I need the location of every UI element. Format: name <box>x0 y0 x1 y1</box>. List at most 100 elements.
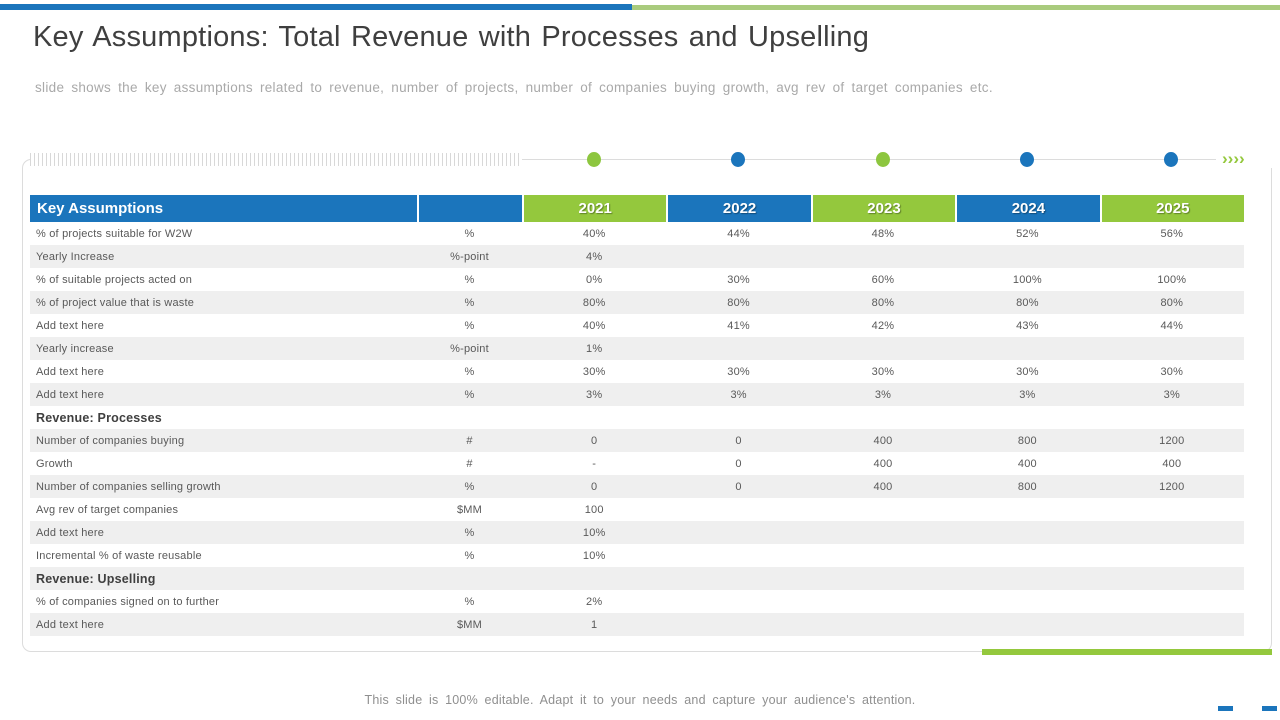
year-header-2021: 2021 <box>522 195 667 222</box>
row-value-2023 <box>811 613 955 636</box>
row-value-2024 <box>955 245 1099 268</box>
row-value-2023: 30% <box>871 365 895 378</box>
row-label: Number of companies buying <box>36 434 185 447</box>
row-unit: $MM <box>456 503 483 516</box>
section-label: Revenue: Upselling <box>36 571 156 586</box>
row-value-2022 <box>666 613 810 636</box>
row-value-2021: - <box>592 457 597 470</box>
row-value-2023 <box>811 590 955 613</box>
row-value-2021: 4% <box>586 250 603 263</box>
table-row: Add text here $MM 1 <box>30 613 1244 636</box>
row-value-2023: 400 <box>873 457 893 470</box>
row-value-2024: 400 <box>1017 457 1037 470</box>
row-value-2025: 80% <box>1160 296 1184 309</box>
row-unit: %-point <box>450 250 489 263</box>
row-value-2022: 0 <box>735 457 742 470</box>
row-value-2023: 3% <box>874 388 892 401</box>
row-value-2023 <box>811 521 955 544</box>
row-value-2021: 30% <box>582 365 606 378</box>
table-row: Add text here% 30% 30% 30% 30% 30% <box>30 360 1244 383</box>
row-label: Avg rev of target companies <box>36 503 179 516</box>
year-header-2024: 2024 <box>955 195 1100 222</box>
row-value-2025: 44% <box>1160 319 1184 332</box>
row-unit: % <box>464 296 475 309</box>
timeline-dot-blue <box>1020 152 1034 167</box>
row-value-2022 <box>666 337 810 360</box>
row-value-2025: 3% <box>1163 388 1180 401</box>
ruler-hatch-strip <box>30 153 522 166</box>
row-value-2022 <box>666 245 810 268</box>
row-value-2022: 41% <box>727 319 750 332</box>
table-row: % of projects suitable for W2W% 40% 44% 48%… <box>30 222 1244 245</box>
row-value-2023 <box>811 498 955 521</box>
row-value-2023: 42% <box>871 319 895 332</box>
table-row: Number of companies selling growth% 0 0 400… <box>30 475 1244 498</box>
top-accent-bar-green <box>632 5 1280 10</box>
row-label: Add text here <box>36 365 105 378</box>
table-body: % of projects suitable for W2W% 40% 44% 48%… <box>30 222 1244 636</box>
row-value-2025: 400 <box>1162 457 1182 470</box>
row-value-2025 <box>1100 521 1244 544</box>
row-value-2025: 1200 <box>1159 434 1185 447</box>
row-unit: # <box>466 434 473 447</box>
row-value-2023 <box>811 544 955 567</box>
row-label: Incremental % of waste reusable <box>36 549 202 562</box>
row-value-2024: 30% <box>1016 365 1039 378</box>
row-value-2022: 80% <box>727 296 750 309</box>
row-value-2023 <box>811 337 955 360</box>
row-value-2021: 0 <box>591 480 598 493</box>
row-label: Add text here <box>36 618 105 631</box>
row-value-2022 <box>666 498 810 521</box>
row-value-2022: 30% <box>727 365 750 378</box>
section-row: Revenue: Processes <box>30 406 1244 429</box>
row-value-2022: 44% <box>727 227 750 240</box>
row-value-2021: 3% <box>586 388 603 401</box>
table-row: Add text here% 3% 3% 3% 3% 3% <box>30 383 1244 406</box>
row-value-2022 <box>666 521 810 544</box>
row-value-2023: 80% <box>871 296 895 309</box>
timeline-dot-green <box>587 152 601 167</box>
row-value-2021: 10% <box>582 549 606 562</box>
row-value-2021: 40% <box>582 319 606 332</box>
row-value-2024: 43% <box>1016 319 1039 332</box>
row-value-2024 <box>955 544 1099 567</box>
row-label: Yearly increase <box>36 342 114 355</box>
row-unit: % <box>464 365 475 378</box>
row-value-2021: 0% <box>586 273 603 286</box>
year-header-2022: 2022 <box>666 195 811 222</box>
row-value-2022 <box>666 544 810 567</box>
row-label: Add text here <box>36 319 105 332</box>
table-row: Add text here% 40% 41% 42% 43% 44% <box>30 314 1244 337</box>
page-title: Key Assumptions: Total Revenue with Proc… <box>33 21 870 53</box>
row-value-2024 <box>955 337 1099 360</box>
table-row: % of suitable projects acted on% 0% 30% 60%… <box>30 268 1244 291</box>
table-row: Add text here% 10% <box>30 521 1244 544</box>
row-label: % of project value that is waste <box>36 296 195 309</box>
row-value-2025 <box>1100 544 1244 567</box>
corner-dash-icon <box>1218 706 1233 711</box>
row-unit: % <box>464 319 475 332</box>
row-value-2025 <box>1100 245 1244 268</box>
row-label: Add text here <box>36 388 105 401</box>
row-value-2024 <box>955 590 1099 613</box>
row-value-2024 <box>955 613 1099 636</box>
table-row: % of project value that is waste% 80% 80% 8… <box>30 291 1244 314</box>
row-value-2023: 400 <box>873 480 893 493</box>
row-value-2024: 800 <box>1017 480 1037 493</box>
year-header-2023: 2023 <box>810 195 956 222</box>
row-value-2025 <box>1100 613 1244 636</box>
row-value-2022: 0 <box>735 480 742 493</box>
page-subtitle: slide shows the key assumptions related … <box>35 80 993 95</box>
row-value-2024: 52% <box>1016 227 1039 240</box>
row-value-2025: 30% <box>1160 365 1184 378</box>
section-row: Revenue: Upselling <box>30 567 1244 590</box>
row-value-2021: 80% <box>582 296 606 309</box>
timeline-dot-blue <box>731 152 745 167</box>
row-label: % of projects suitable for W2W <box>36 227 193 240</box>
row-value-2023 <box>811 245 955 268</box>
row-unit: % <box>464 526 475 539</box>
row-value-2021: 40% <box>582 227 606 240</box>
row-value-2023: 400 <box>873 434 893 447</box>
timeline-dot-green <box>876 152 890 167</box>
footer-note: This slide is 100% editable. Adapt it to… <box>364 693 916 707</box>
